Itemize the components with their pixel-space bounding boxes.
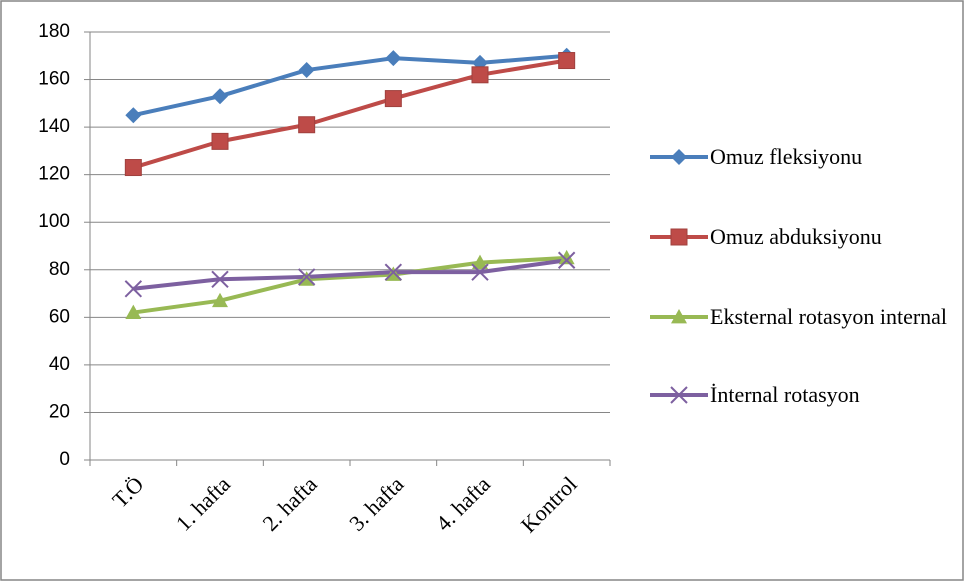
data-point (384, 90, 402, 108)
y-tick-label: 60 (49, 306, 70, 327)
data-point (124, 280, 143, 298)
data-point (212, 88, 228, 105)
legend-entry: Omuz fleksiyonu (648, 143, 955, 171)
data-point (211, 132, 229, 150)
data-point (472, 254, 488, 270)
data-point (671, 149, 687, 165)
data-point (298, 62, 315, 79)
data-point (211, 270, 229, 288)
data-point (298, 116, 316, 134)
series-line (133, 258, 567, 291)
legend-key (650, 228, 708, 246)
data-point (384, 263, 403, 281)
legend-label: İnternal rotasyon (710, 382, 860, 407)
data-point (671, 309, 687, 324)
y-tick-label: 180 (38, 21, 70, 42)
x-tick-label: 4. hafta (431, 471, 495, 535)
legend-label: Omuz abduksiyonu (710, 224, 882, 249)
data-point (124, 159, 142, 177)
data-point (557, 251, 576, 269)
y-tick-label: 80 (49, 259, 70, 280)
data-point (558, 52, 576, 70)
data-point (558, 249, 575, 265)
y-tick-label: 160 (38, 69, 70, 90)
y-tick-label: 20 (49, 401, 70, 422)
series-line (132, 53, 567, 118)
legend-entry: İnternal rotasyon (648, 381, 955, 409)
y-tick-label: 40 (49, 354, 70, 375)
data-point (125, 107, 142, 124)
x-tick-label: 2. hafta (257, 471, 321, 535)
legend-label: Eksternal rotasyon internal (710, 304, 948, 329)
data-point (670, 386, 688, 404)
legend-key (650, 386, 708, 404)
y-tick-label: 120 (38, 164, 70, 185)
y-tick-label: 100 (38, 211, 70, 232)
data-point (297, 268, 316, 286)
legend-key (650, 309, 708, 324)
legend-label: Omuz fleksiyonu (710, 144, 863, 169)
x-tick-label: 1. hafta (171, 471, 235, 535)
legend-entry: Omuz abduksiyonu (648, 223, 955, 251)
data-point (385, 50, 402, 67)
legend-entry: Eksternal rotasyon internal (648, 303, 955, 331)
legend: Omuz fleksiyonu Omuz abduksiyonu Eksterna… (648, 0, 958, 583)
data-point (471, 66, 489, 84)
y-tick-label: 140 (38, 116, 70, 137)
data-point (212, 292, 228, 308)
series-line (132, 58, 567, 170)
data-point (670, 228, 688, 246)
legend-key (650, 149, 708, 165)
x-tick-label: 3. hafta (344, 471, 408, 535)
data-point (471, 263, 489, 281)
y-tick-label: 0 (59, 449, 70, 470)
x-tick-label: T.Ö (107, 471, 148, 512)
data-point (125, 304, 142, 319)
x-tick-label: Kontrol (516, 471, 582, 537)
series-line (133, 255, 567, 315)
